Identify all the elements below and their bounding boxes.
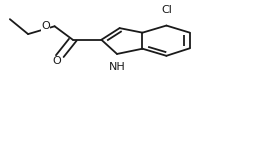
Text: O: O (52, 56, 61, 66)
Text: O: O (41, 21, 50, 31)
Text: Cl: Cl (161, 5, 172, 15)
Text: NH: NH (109, 62, 125, 72)
